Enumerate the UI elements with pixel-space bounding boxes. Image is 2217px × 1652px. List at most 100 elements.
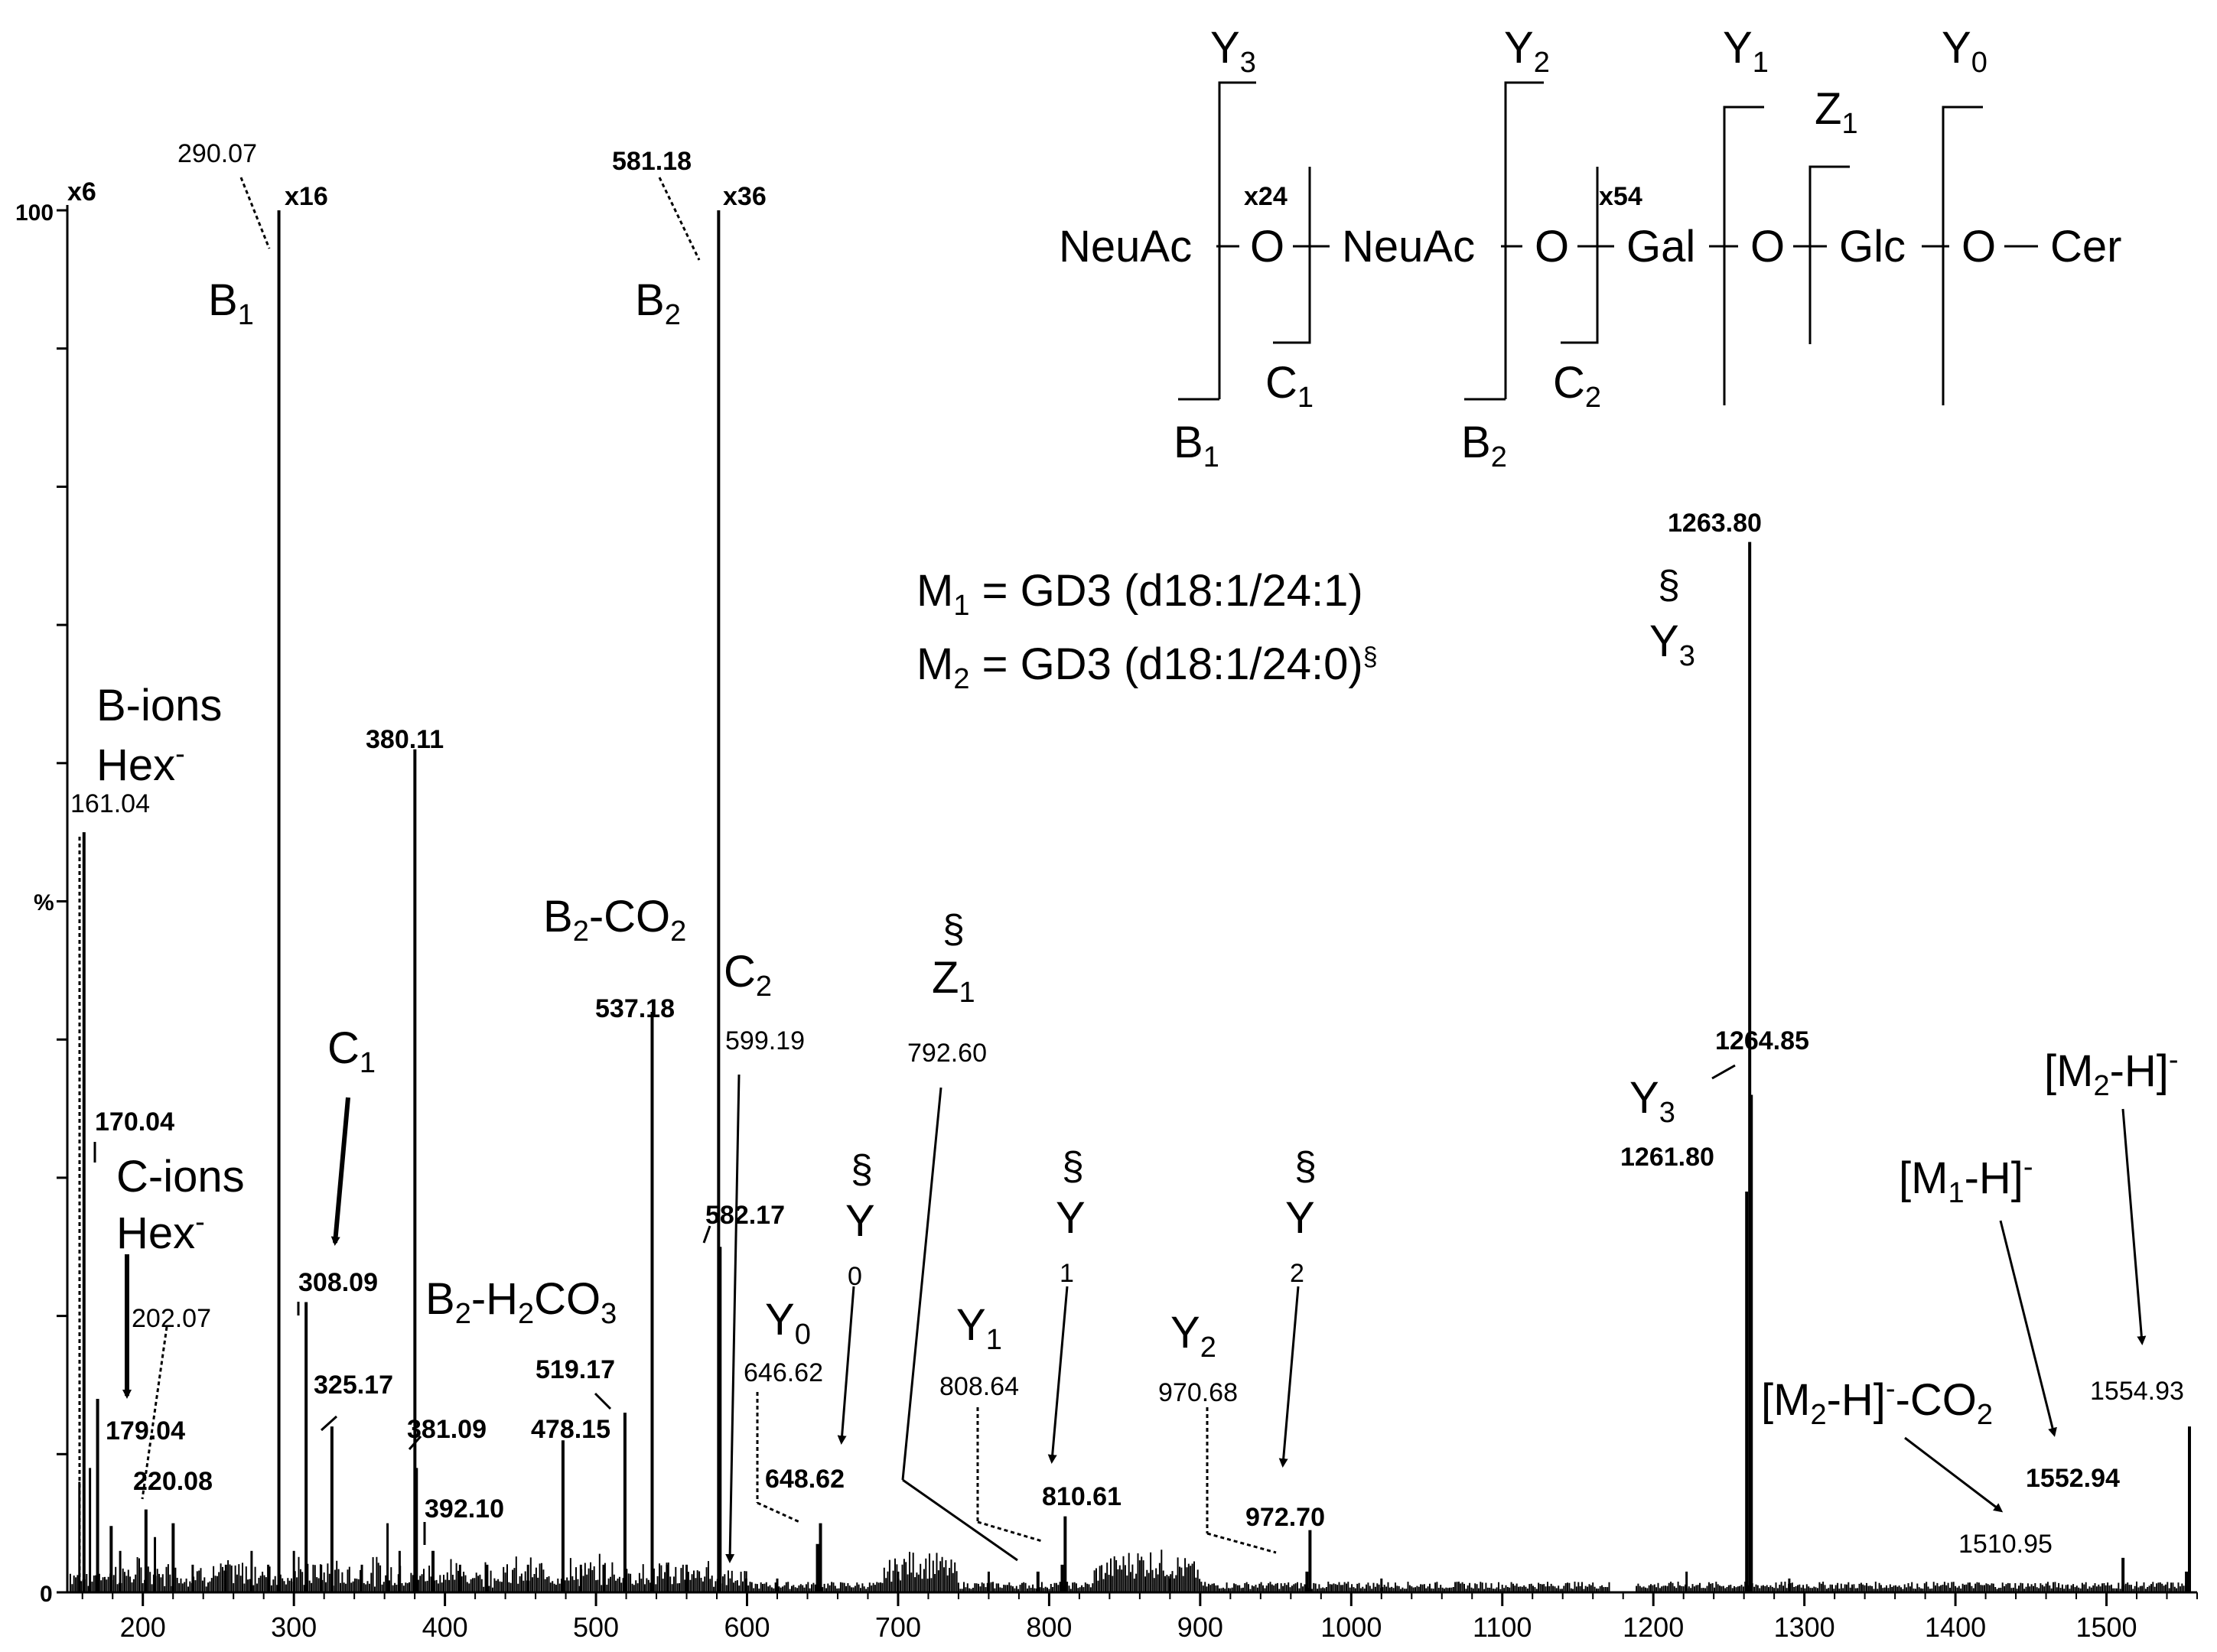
label-c-ions: C-ions: [116, 1152, 245, 1202]
arrow-m2: [2121, 1108, 2147, 1345]
x-tick-label-700: 700: [875, 1611, 921, 1643]
x-tick-label-1500: 1500: [2075, 1611, 2137, 1643]
peak-label-1510.95: 1510.95: [1958, 1530, 2053, 1559]
structure-label-b1: B1: [1174, 418, 1219, 473]
peak-label-810.61: 810.61: [1042, 1482, 1122, 1511]
label-y3-a: Y3: [1629, 1073, 1675, 1129]
label-b2: B2: [635, 275, 681, 331]
peak-label-1261.80: 1261.80: [1620, 1143, 1714, 1172]
label-y1: Y1: [956, 1300, 1002, 1356]
arrow-m1: [1999, 1220, 2057, 1437]
structure-zoom-24: x24: [1244, 182, 1288, 211]
x-tick-label-1000: 1000: [1320, 1611, 1382, 1643]
label-m2-h-co2: [M2-H]--CO2: [1761, 1373, 1993, 1431]
label-c1: C1: [327, 1023, 376, 1079]
peak-label-519.17: 519.17: [536, 1355, 615, 1384]
ion-labels: B1 B2 C1 C2 B2-CO2 B2-H2CO3 B-ions Hex- …: [96, 275, 2179, 1431]
peak-labels: 161.04 170.04 179.04 202.07 220.08 290.07 308.…: [70, 139, 2184, 1559]
zoom-marker-x6: x6: [67, 177, 96, 206]
cleave-z1: [1808, 165, 1850, 344]
peak-label-1263.80: 1263.80: [1668, 509, 1762, 538]
peak-label-972.70: 972.70: [1245, 1503, 1325, 1532]
label-hex-2: Hex-: [116, 1206, 205, 1258]
structure-label-y3: Y3: [1210, 23, 1256, 79]
x-tick-label-900: 900: [1177, 1611, 1223, 1643]
peak-label-792.60: 792.60: [907, 1039, 987, 1068]
x-tick-label-1400: 1400: [1925, 1611, 1986, 1643]
peak-label-1552.94: 1552.94: [2026, 1464, 2120, 1493]
x-axis-ticks: 200 300 400 500 600 700 800 900 1000 1100 1200 1300…: [81, 1592, 2198, 1643]
structure-label-y1: Y1: [1723, 23, 1769, 79]
structure-label-z1: Z1: [1815, 84, 1858, 140]
structure-bonds: [1178, 81, 2038, 405]
label-y2-subscript: 2: [1290, 1259, 1304, 1288]
peak-label-308.09: 308.09: [298, 1268, 378, 1297]
structure-unit-cer: Cer: [2050, 222, 2121, 272]
structure-unit-neuac-1: NeuAc: [1059, 222, 1192, 272]
leader-202: [141, 1326, 168, 1500]
leader-582: [702, 1225, 711, 1244]
cleave-c2: [1561, 167, 1599, 344]
x-tick-label-1300: 1300: [1774, 1611, 1835, 1643]
label-y1-sub: Y: [1056, 1193, 1086, 1243]
x-tick-label-1200: 1200: [1623, 1611, 1684, 1643]
peak-label-648.62: 648.62: [765, 1465, 845, 1494]
structure-unit-o-3: O: [1750, 222, 1785, 272]
baseline-noise: [69, 1468, 2190, 1592]
peak-label-599.19: 599.19: [725, 1026, 805, 1055]
peak-label-161.04: 161.04: [70, 789, 150, 818]
label-b1: B1: [208, 275, 254, 331]
peak-label-380.11: 380.11: [366, 725, 444, 754]
structure-unit-gal: Gal: [1626, 222, 1695, 272]
label-section-z1: §: [942, 907, 965, 951]
x-tick-label-200: 200: [120, 1611, 166, 1643]
label-y0-subscript: 0: [848, 1262, 862, 1291]
arrow-y0: [837, 1286, 855, 1445]
leader-646b: [757, 1501, 800, 1524]
annotation-m1: M1 = GD3 (d18:1/24:1): [916, 566, 1363, 622]
y-axis-ticks: [57, 209, 67, 1594]
arrow-y2: [1278, 1286, 1300, 1468]
leader-792: [901, 1087, 942, 1481]
glycan-structure: NeuAc O NeuAc O Gal O Glc O Cer x24 x54: [1059, 23, 2121, 473]
label-y0: Y0: [765, 1295, 811, 1351]
label-b-ions: B-ions: [96, 681, 222, 730]
peak-label-220.08: 220.08: [133, 1467, 213, 1496]
x-tick-label-600: 600: [724, 1611, 770, 1643]
y-tick-label-100: 100: [15, 200, 54, 226]
cleave-y1: [1723, 106, 1764, 405]
cleave-c1: [1273, 167, 1311, 344]
label-m1-h: [M1-H]-: [1899, 1151, 2033, 1209]
cleave-y0: [1942, 106, 1983, 405]
label-y2-sub: Y: [1285, 1193, 1315, 1243]
arrows: [122, 1074, 2147, 1563]
y-axis-label: %: [34, 890, 54, 915]
label-y3-b: Y3: [1649, 616, 1695, 672]
label-section-y3: §: [1658, 563, 1680, 607]
annotation-m2: M2 = GD3 (d18:1/24:0)§: [916, 639, 1378, 695]
structure-label-y0: Y0: [1942, 23, 1987, 79]
leader-290: [239, 177, 271, 249]
leader-1264: [1711, 1064, 1736, 1080]
leader-lines: [78, 177, 1736, 1583]
peak-label-290.07: 290.07: [177, 139, 257, 168]
noise-trace: [69, 1550, 2190, 1592]
peak-label-970.68: 970.68: [1158, 1378, 1238, 1407]
label-z1: Z1: [932, 953, 975, 1009]
label-b2-h2co3: B2-H2CO3: [425, 1274, 617, 1330]
peak-label-179.04: 179.04: [106, 1416, 185, 1446]
leader-325: [320, 1415, 338, 1432]
structure-unit-o-1: O: [1250, 222, 1284, 272]
zoom-marker-x36: x36: [723, 182, 767, 211]
zoom-markers: x6 x16 x36: [67, 177, 767, 211]
structure-label-b2: B2: [1461, 418, 1507, 473]
peak-label-537.18: 537.18: [595, 994, 675, 1023]
structure-unit-o-4: O: [1961, 222, 1996, 272]
label-m2-h: [M2-H]-: [2044, 1044, 2179, 1102]
peak-label-170.04: 170.04: [95, 1107, 174, 1137]
arrow-y1: [1047, 1286, 1069, 1464]
peak-label-582.17: 582.17: [705, 1201, 785, 1230]
x-tick-label-400: 400: [422, 1611, 468, 1643]
structure-label-y2: Y2: [1504, 23, 1550, 79]
